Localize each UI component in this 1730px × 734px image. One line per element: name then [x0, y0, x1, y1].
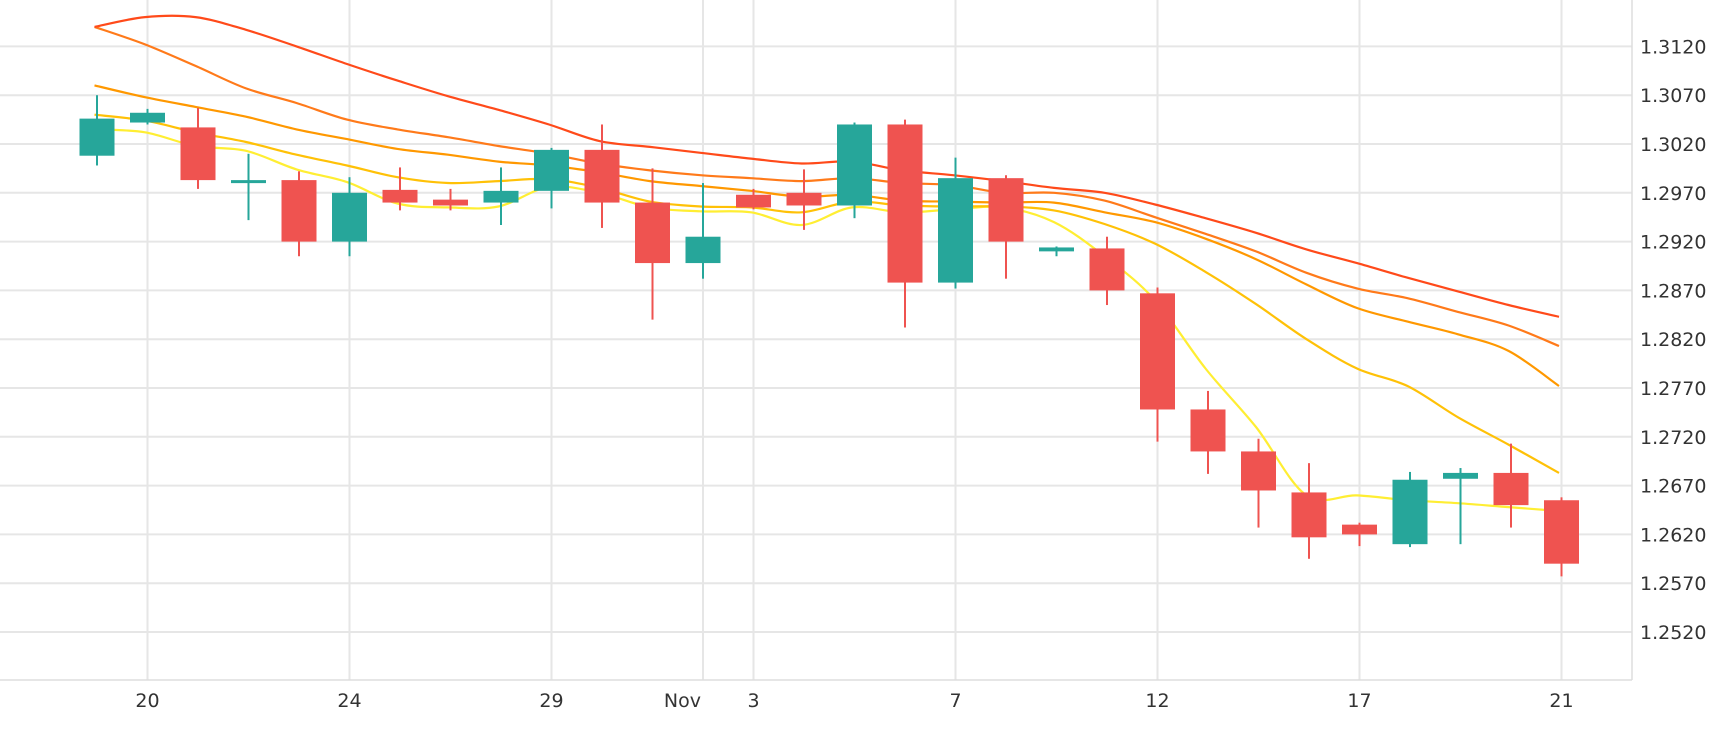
y-tick-label: 1.2670	[1640, 476, 1706, 498]
candle-body	[837, 124, 872, 206]
candle-down	[786, 169, 822, 230]
candle-body	[786, 192, 822, 206]
candle-body	[433, 199, 468, 206]
candle-body	[685, 236, 721, 264]
candle-up	[332, 177, 367, 257]
candle-down	[1544, 497, 1579, 577]
candle-body	[635, 202, 670, 264]
x-tick-label: 21	[1549, 690, 1573, 712]
candle-down	[281, 171, 317, 257]
candle-body	[1089, 248, 1125, 291]
x-tick-label: 29	[539, 690, 563, 712]
y-tick-label: 1.2570	[1640, 573, 1706, 595]
candle-up	[231, 153, 266, 221]
candle-up	[483, 167, 519, 226]
x-axis-tick-labels: 20 24 29 Nov 3 7 12 17 21	[135, 690, 1573, 712]
candle-body	[1392, 479, 1428, 545]
candle-down	[1342, 522, 1377, 547]
candle-down	[887, 119, 923, 328]
candle-body	[534, 149, 569, 191]
x-tick-label: 3	[747, 690, 759, 712]
candle-body	[584, 149, 620, 203]
candle-up	[534, 147, 569, 209]
moving-average-line	[94, 113, 1560, 474]
x-tick-label: 17	[1347, 690, 1371, 712]
candle-body	[281, 180, 317, 242]
candle-up	[685, 183, 721, 279]
x-tick-label: 7	[949, 690, 961, 712]
candle-down	[1190, 390, 1226, 474]
candle-up	[130, 108, 165, 125]
candle-up	[837, 122, 872, 219]
candle-down	[1493, 443, 1529, 528]
candle-body	[1039, 247, 1074, 252]
candle-body	[1493, 472, 1529, 506]
y-axis-tick-labels: 1.3120 1.3070 1.3020 1.2970 1.2920 1.2870 1.28…	[1640, 36, 1706, 644]
candle-down	[1241, 438, 1276, 528]
candle-up	[79, 95, 115, 166]
x-tick-label: 12	[1145, 690, 1169, 712]
candle-up	[938, 157, 973, 289]
candle-body	[1190, 409, 1226, 452]
y-tick-label: 1.2620	[1640, 524, 1706, 546]
candles	[79, 95, 1579, 577]
y-tick-label: 1.2770	[1640, 378, 1706, 400]
y-tick-label: 1.2820	[1640, 329, 1706, 351]
x-tick-label: 20	[135, 690, 159, 712]
y-tick-label: 1.3120	[1640, 36, 1706, 58]
candle-body	[1291, 492, 1327, 538]
candle-body	[382, 189, 418, 203]
candle-body	[130, 112, 165, 123]
candle-down	[433, 188, 468, 211]
candle-body	[332, 192, 367, 242]
grid-lines	[0, 0, 1632, 680]
candle-up	[1392, 471, 1428, 548]
candle-down	[1089, 236, 1125, 306]
y-tick-label: 1.3020	[1640, 134, 1706, 156]
candle-body	[938, 178, 973, 283]
candle-body	[1544, 500, 1579, 564]
candle-body	[180, 127, 216, 181]
axes	[0, 0, 1633, 681]
y-tick-label: 1.2870	[1640, 280, 1706, 302]
candle-down	[635, 168, 670, 320]
y-tick-label: 1.3070	[1640, 85, 1706, 107]
candle-down	[584, 124, 620, 228]
candle-down	[988, 175, 1024, 279]
candle-body	[1443, 472, 1478, 479]
moving-average-line	[94, 14, 1560, 318]
y-tick-label: 1.2520	[1640, 622, 1706, 644]
x-tick-label: 24	[337, 690, 361, 712]
y-tick-label: 1.2920	[1640, 232, 1706, 254]
candle-body	[1342, 524, 1377, 535]
x-tick-label: Nov	[664, 690, 701, 712]
candle-up	[1443, 468, 1478, 545]
candle-body	[1140, 293, 1175, 410]
candle-body	[887, 124, 923, 283]
candle-down	[1140, 287, 1175, 442]
moving-average-line	[94, 25, 1560, 348]
candle-body	[79, 118, 115, 156]
candle-body	[1241, 451, 1276, 491]
candle-down	[1291, 463, 1327, 559]
y-tick-label: 1.2970	[1640, 183, 1706, 205]
candle-body	[483, 190, 519, 203]
moving-average-line	[94, 84, 1560, 387]
candle-body	[988, 178, 1024, 242]
candle-down	[180, 107, 216, 189]
candle-up	[1039, 246, 1074, 257]
candle-body	[231, 180, 266, 184]
y-tick-label: 1.2720	[1640, 427, 1706, 449]
candle-body	[736, 194, 771, 208]
candle-down	[736, 188, 771, 210]
candle-down	[382, 167, 418, 211]
